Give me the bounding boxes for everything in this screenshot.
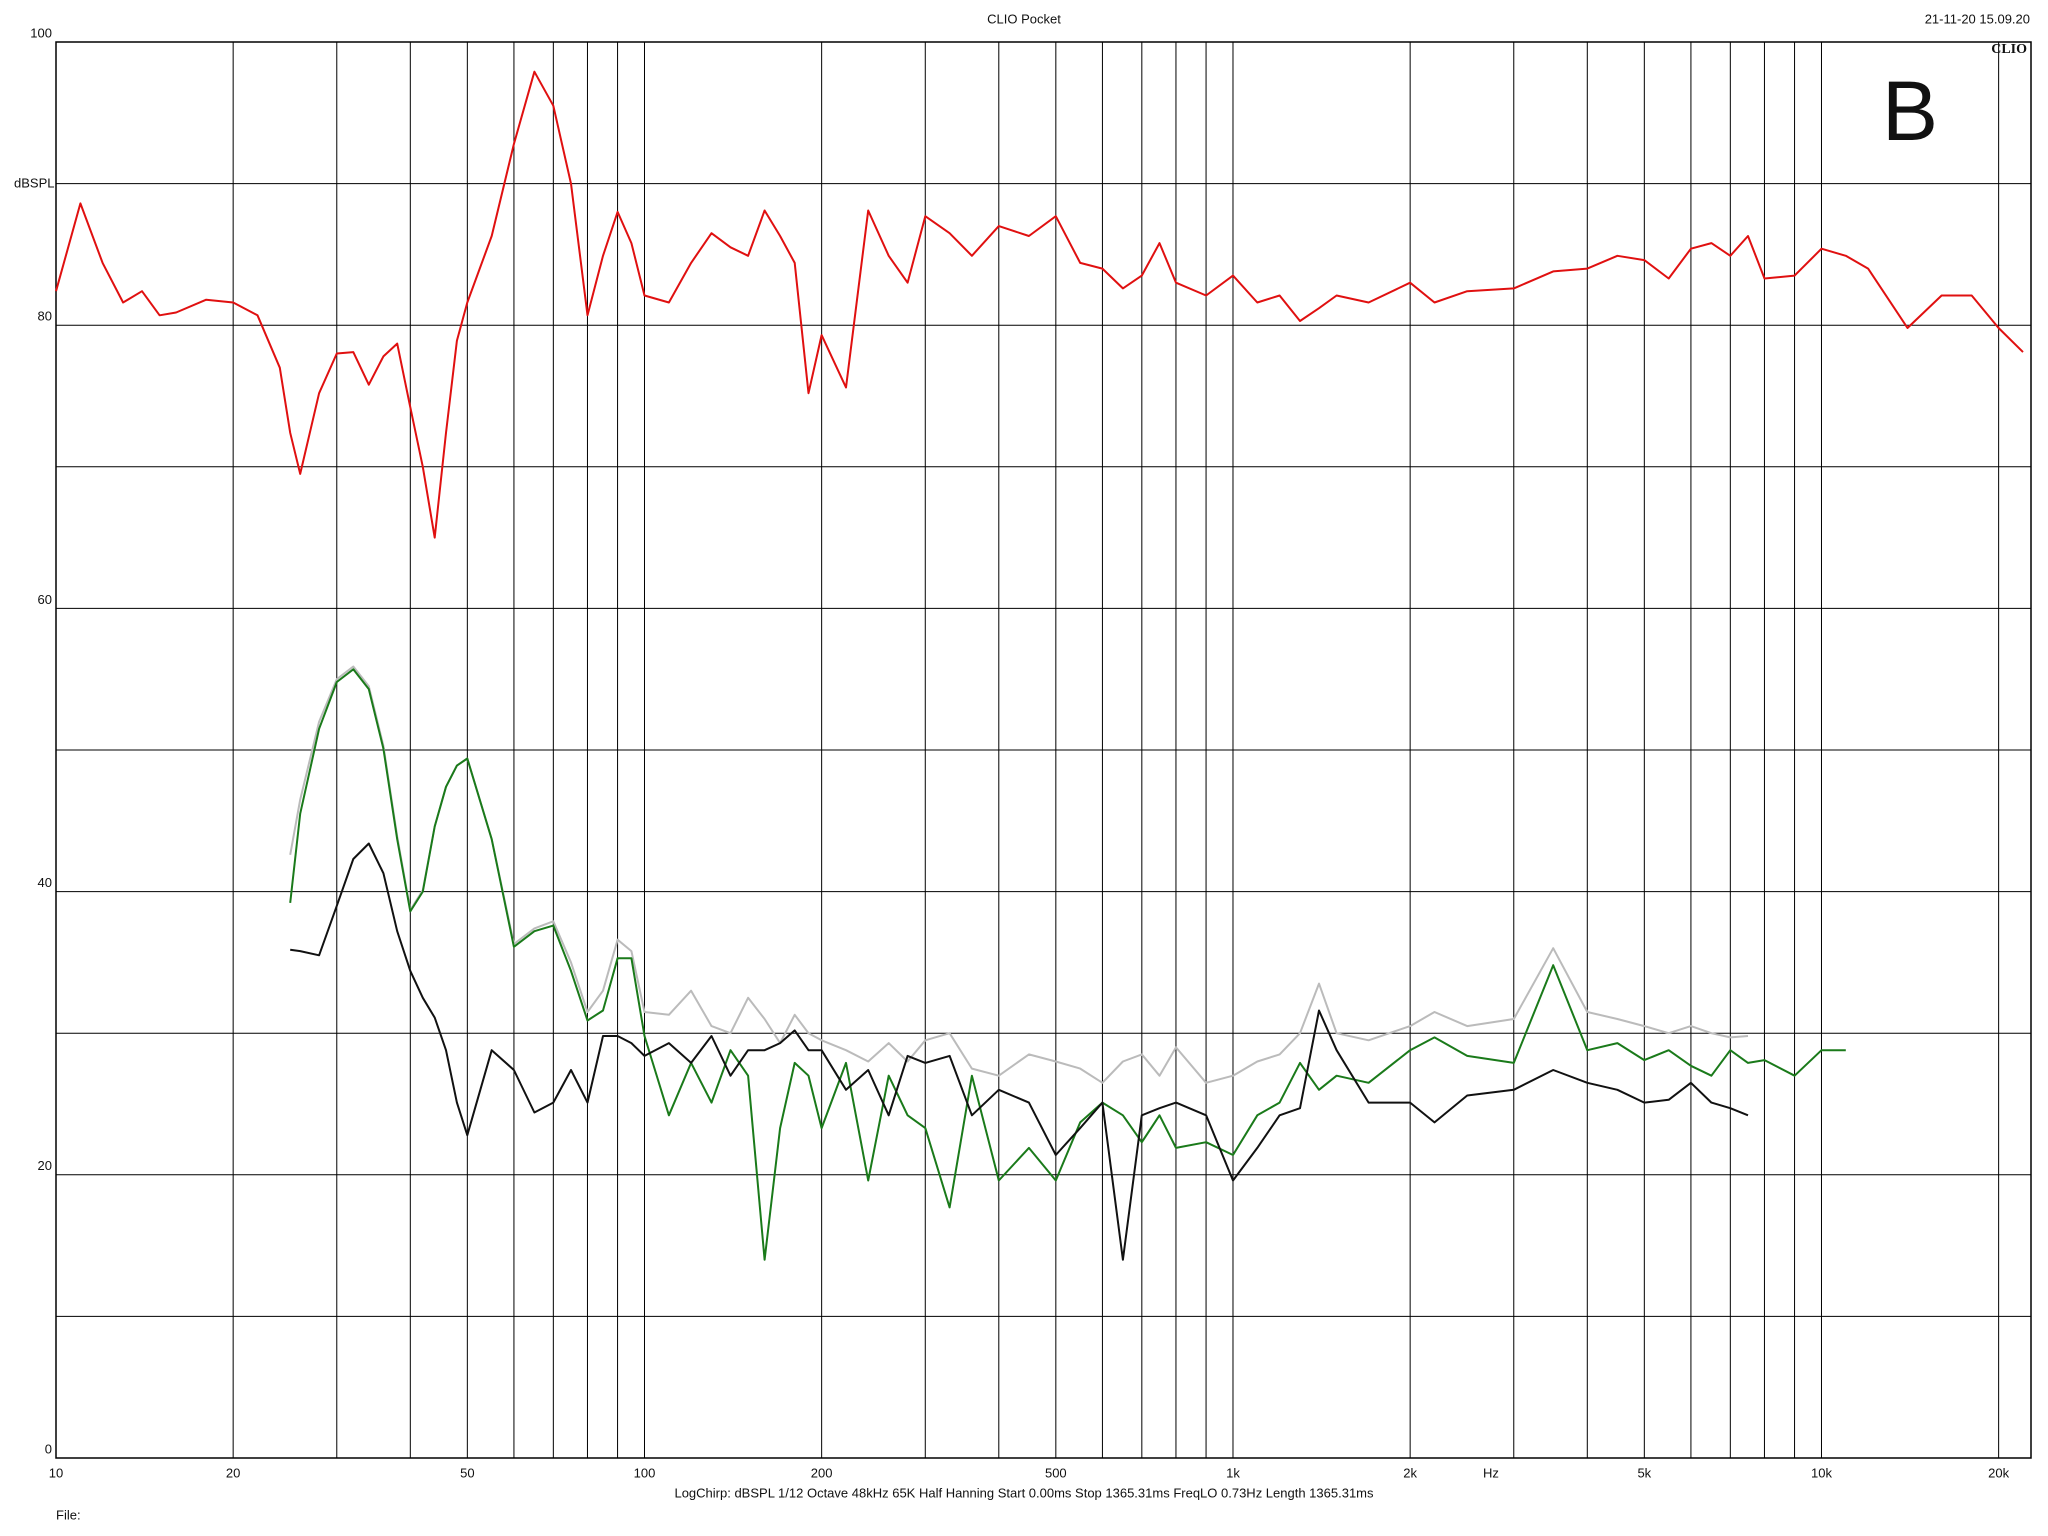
- y-tick-label: 20: [38, 1158, 52, 1173]
- series-line: [289, 665, 1749, 1084]
- annotation: B: [1882, 64, 1938, 158]
- x-tick-label: 500: [1045, 1465, 1067, 1480]
- x-tick-label: 50: [460, 1465, 474, 1480]
- y-tick-label: 100: [30, 25, 52, 40]
- x-tick-label: 5k: [1637, 1465, 1651, 1480]
- chart-title: CLIO Pocket: [987, 11, 1061, 26]
- y-tick-label: 0: [45, 1441, 52, 1456]
- x-axis-label: Hz: [1483, 1465, 1499, 1480]
- y-tick-label: 40: [38, 875, 52, 890]
- x-tick-label: 2k: [1403, 1465, 1417, 1480]
- y-tick-label: 60: [38, 592, 52, 607]
- x-tick-label: 10: [49, 1465, 63, 1480]
- series-line: [55, 70, 2024, 539]
- series-line: [289, 668, 1846, 1261]
- file-label: File:: [56, 1507, 81, 1522]
- series-line: [290, 842, 1749, 1261]
- x-tick-label: 100: [634, 1465, 656, 1480]
- x-tick-label: 200: [811, 1465, 833, 1480]
- x-tick-label: 10k: [1811, 1465, 1832, 1480]
- timestamp: 21-11-20 15.09.20: [1925, 11, 2030, 26]
- plot-frame: [55, 41, 2032, 1459]
- x-tick-label: 1k: [1226, 1465, 1240, 1480]
- x-tick-label: 20: [226, 1465, 240, 1480]
- footer: LogChirp: dBSPL 1/12 Octave 48kHz 65K Ha…: [674, 1485, 1374, 1500]
- logo: CLIO: [1991, 42, 2027, 57]
- y-axis-label: dBSPL: [14, 175, 54, 190]
- y-tick-label: 80: [38, 309, 52, 324]
- x-tick-label: 20k: [1988, 1465, 2009, 1480]
